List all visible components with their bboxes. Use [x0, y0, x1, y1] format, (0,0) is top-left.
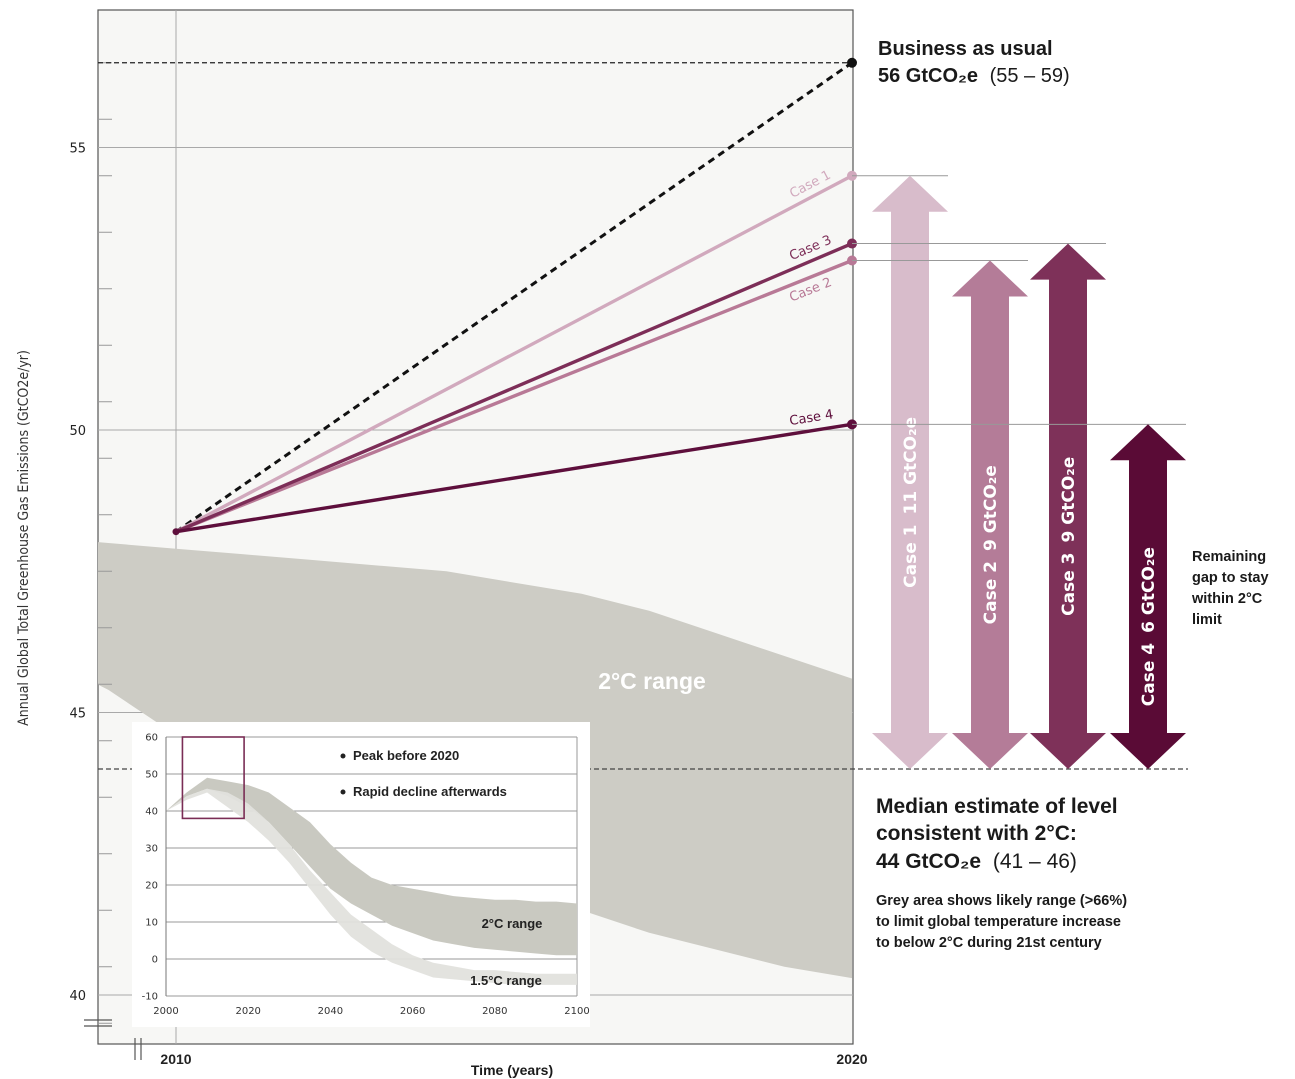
bau-value: 56 GtCO₂e: [878, 65, 978, 87]
gap-arrow-value: 9 GtCO₂e: [981, 465, 1001, 551]
y-tick-label: 45: [69, 707, 86, 722]
y-axis-label: Annual Global Total Greenhouse Gas Emiss…: [16, 350, 32, 726]
gap-arrow-label: Case 2 9 GtCO₂e: [981, 465, 1001, 624]
gap-arrow: [1110, 424, 1186, 769]
gap-note-1: Remaining: [1192, 549, 1266, 565]
bau-range: (55 – 59): [990, 65, 1070, 87]
start-point: [172, 528, 180, 536]
gap-note-2: gap to stay: [1192, 570, 1269, 586]
inset-x-tick-label: 2060: [400, 1006, 425, 1017]
inset-y-tick-label: 20: [145, 881, 158, 892]
series-line: [175, 422, 853, 534]
inset-y-tick-label: 40: [145, 807, 158, 818]
inset-y-tick-label: 30: [145, 844, 158, 855]
gap-arrow-case: Case 4: [1139, 643, 1159, 707]
grey-note-2: to limit global temperature increase: [876, 914, 1121, 930]
x-tick-label: 2010: [160, 1051, 191, 1067]
inset-y-tick-label: -10: [142, 992, 158, 1003]
grey-note-1: Grey area shows likely range (>66%): [876, 893, 1127, 909]
inset-y-tick-label: 50: [145, 770, 158, 781]
inset-band-label: 2°C range: [482, 916, 543, 931]
series-line: [175, 241, 853, 534]
inset-x-tick-label: 2080: [482, 1006, 507, 1017]
series-end-point: [847, 57, 857, 68]
gap-arrow-value: 11 GtCO₂e: [901, 417, 921, 515]
series-line: [175, 258, 853, 534]
gap-note-3: within 2°C: [1191, 591, 1263, 607]
inset-band: [166, 788, 577, 985]
x-axis-label: Time (years): [471, 1062, 553, 1078]
bau-title: Business as usual: [878, 38, 1053, 60]
gap-arrow-label: Case 4 6 GtCO₂e: [1139, 547, 1159, 706]
band-label: 2°C range: [598, 668, 706, 694]
inset-band: [166, 777, 577, 956]
inset-bullet-dot: [340, 789, 346, 795]
series-line: [175, 61, 853, 533]
bau-value-line: 56 GtCO₂e (55 – 59): [878, 65, 1070, 87]
series-label: Case 4: [788, 407, 834, 429]
inset-band-label: 1.5°C range: [470, 973, 542, 988]
gap-arrow-value: 9 GtCO₂e: [1059, 457, 1079, 543]
gap-arrow-label: Case 3 9 GtCO₂e: [1059, 457, 1079, 616]
inset-x-tick-label: 2040: [318, 1006, 343, 1017]
inset-x-tick-label: 2020: [235, 1006, 260, 1017]
gap-arrow: [952, 260, 1028, 769]
inset-chart: -10 0 10 20 30 40 50 60 2000 2020 2040 2060 2080 2100…: [132, 722, 590, 1027]
inset-bullet-text: Rapid decline afterwards: [353, 784, 507, 799]
y-tick-label: 50: [69, 424, 86, 439]
median-line-2: consistent with 2°C:: [876, 822, 1077, 845]
gap-arrows: Case 1 11 GtCO₂e Case 2 9 GtCO₂e Case 3 9 GtC…: [852, 175, 1186, 770]
gap-arrow-value: 6 GtCO₂e: [1139, 547, 1159, 633]
median-line-1: Median estimate of level: [876, 795, 1118, 818]
inset-x-tick-label: 2000: [153, 1006, 178, 1017]
gap-arrow: [1030, 243, 1106, 770]
series-line: [175, 174, 853, 534]
y-tick-label: 40: [69, 989, 86, 1004]
y-tick-label: 55: [69, 142, 86, 157]
inset-y-tick-label: 10: [145, 918, 158, 929]
gap-arrow-case: Case 1: [901, 525, 921, 588]
x-tick-label: 2020: [836, 1051, 867, 1067]
gap-arrow-label: Case 1 11 GtCO₂e: [901, 417, 921, 588]
median-value-line: 44 GtCO₂e (41 – 46): [876, 850, 1077, 873]
median-value: 44 GtCO₂e: [876, 850, 981, 873]
gap-arrow-case: Case 3: [1059, 552, 1079, 615]
inset-y-tick-label: 60: [145, 733, 158, 744]
inset-x-tick-label: 2100: [564, 1006, 589, 1017]
gap-arrow: [872, 175, 948, 770]
gap-note-4: limit: [1192, 612, 1222, 628]
inset-highlight-box: [181, 736, 245, 820]
inset-bullet-text: Peak before 2020: [353, 748, 459, 763]
inset-y-tick-label: 0: [152, 955, 158, 966]
inset-bullet-dot: [340, 753, 346, 759]
median-range: (41 – 46): [993, 850, 1077, 873]
grey-note-3: to below 2°C during 21st century: [876, 935, 1102, 951]
gap-arrow-case: Case 2: [981, 561, 1001, 624]
